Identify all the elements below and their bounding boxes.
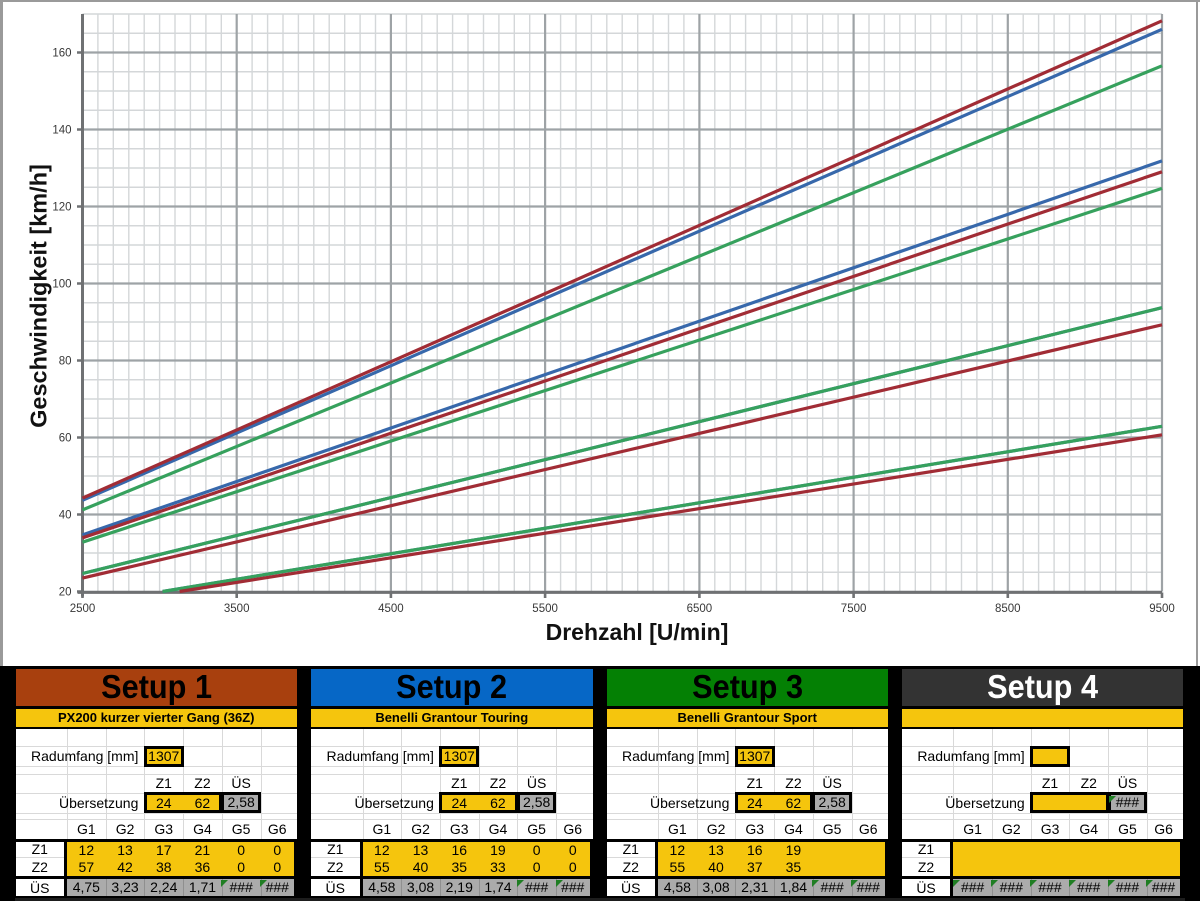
svg-text:40: 40 [59,510,72,522]
svg-text:160: 160 [52,48,71,60]
svg-text:5500: 5500 [532,603,558,615]
svg-text:3500: 3500 [224,603,250,615]
svg-text:60: 60 [59,433,72,445]
svg-text:2500: 2500 [70,603,96,615]
svg-text:Drehzahl [U/min]: Drehzahl [U/min] [546,619,729,645]
svg-text:6500: 6500 [687,603,713,615]
svg-text:8500: 8500 [995,603,1021,615]
svg-text:9500: 9500 [1149,603,1175,615]
svg-text:20: 20 [59,587,72,599]
svg-text:7500: 7500 [841,603,867,615]
svg-text:Geschwindigkeit [km/h]: Geschwindigkeit [km/h] [26,164,52,428]
svg-text:120: 120 [52,202,71,214]
svg-text:140: 140 [52,125,71,137]
svg-text:80: 80 [59,356,72,368]
svg-text:4500: 4500 [378,603,404,615]
svg-text:100: 100 [52,279,71,291]
